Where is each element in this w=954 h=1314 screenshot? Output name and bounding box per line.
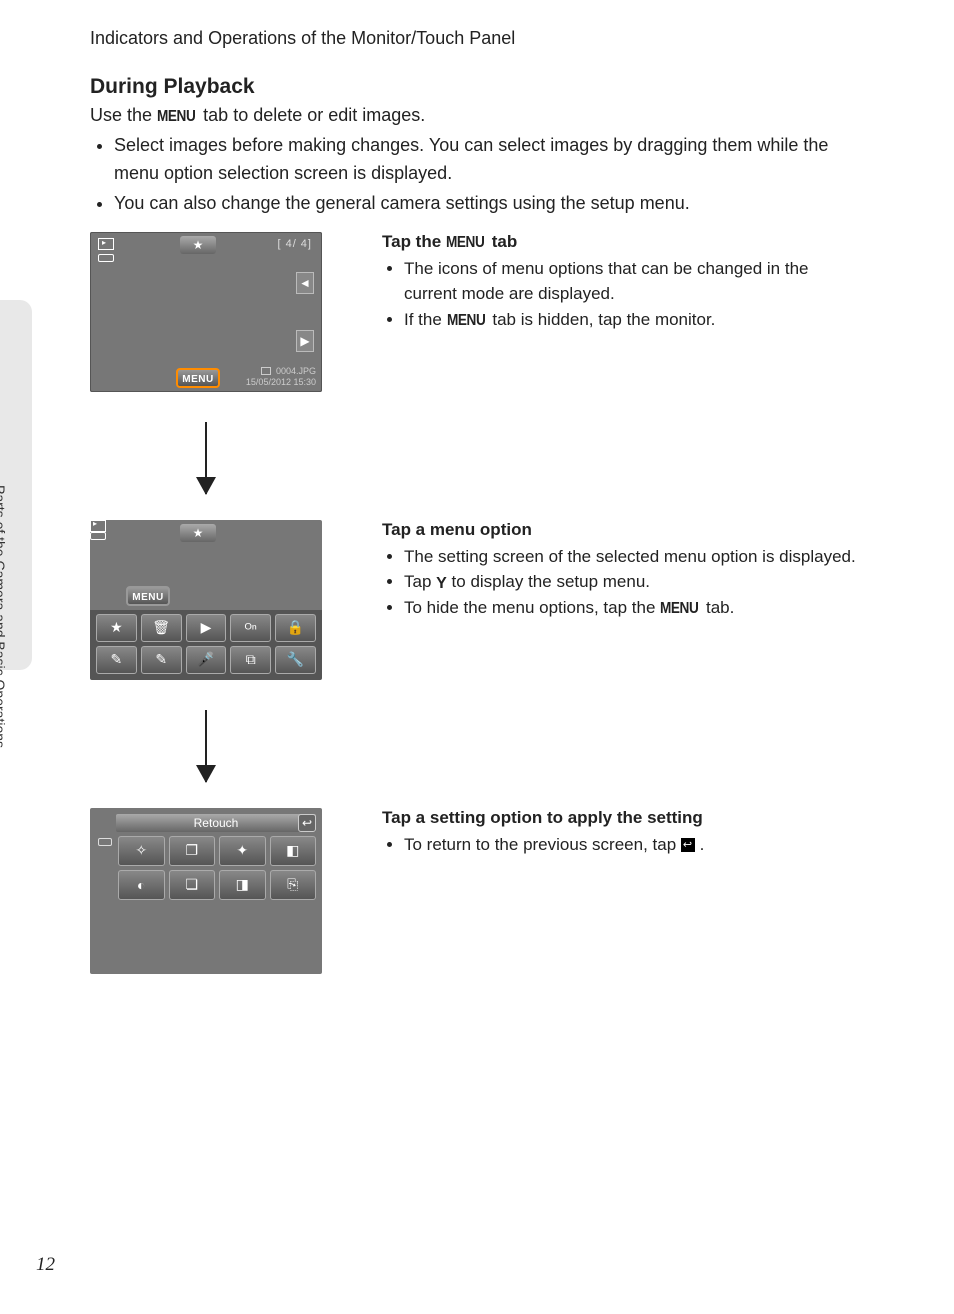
menu-option-copy[interactable]: ⧉ <box>230 646 271 674</box>
list-item: Tap Y to display the setup menu. <box>404 569 864 595</box>
step3-row: Retouch ↩ ✧ ❐ ✦ ◧ ◐ ❏ ◨ ⎘ <box>90 808 864 984</box>
fig1-screen: ★ [ 4/ 4] ◄ ▶ MENU 0004.JPG 15/05/2012 1… <box>90 232 322 392</box>
star-tab[interactable]: ★ <box>180 524 216 542</box>
menu-tab-button[interactable]: MENU <box>126 586 170 606</box>
list-item: Select images before making changes. You… <box>114 132 864 188</box>
arrow-down-icon <box>205 422 207 494</box>
pic-icon <box>261 367 271 375</box>
step3-bullets: To return to the previous screen, tap . <box>382 832 864 858</box>
nav-left-button[interactable]: ◄ <box>296 272 314 294</box>
list-item: The setting screen of the selected menu … <box>404 544 864 570</box>
retouch-option[interactable]: ✦ <box>219 836 266 866</box>
b-after: tab is hidden, tap the monitor. <box>492 310 715 329</box>
step1-bullets: The icons of menu options that can be ch… <box>382 256 864 333</box>
fig2-menu-grid: ★ 🗑 ▶ ᴼⁿ 🔒 ✎ ✎ 🎤 ⧉ 🔧 <box>90 610 322 680</box>
star-tab[interactable]: ★ <box>180 236 216 254</box>
nav-right-button[interactable]: ▶ <box>296 330 314 352</box>
file-name: 0004.JPG <box>276 366 316 376</box>
list-item: To return to the previous screen, tap . <box>404 832 864 858</box>
h-before: Tap the <box>382 232 446 251</box>
intro-line: Use the MENU tab to delete or edit image… <box>90 105 864 126</box>
main-bullets: Select images before making changes. You… <box>90 132 864 218</box>
retouch-option[interactable]: ◨ <box>219 870 266 900</box>
menu-word-icon: MENU <box>447 309 485 333</box>
back-button[interactable]: ↩ <box>298 814 316 832</box>
card-icon <box>98 838 112 846</box>
b-after: . <box>700 835 705 854</box>
menu-option-paint[interactable]: ✎ <box>96 646 137 674</box>
b-before: To return to the previous screen, tap <box>404 835 681 854</box>
card-icon <box>90 532 106 540</box>
retouch-option[interactable]: ◐ <box>118 870 165 900</box>
menu-option-print[interactable]: 🔒 <box>275 614 316 642</box>
b-before: If the <box>404 310 447 329</box>
step1-heading: Tap the MENU tab <box>382 232 864 252</box>
menu-option-protect[interactable]: ᴼⁿ <box>230 614 271 642</box>
arrow-down-icon <box>205 710 207 782</box>
menu-word-icon: MENU <box>660 597 698 621</box>
step2-heading: Tap a menu option <box>382 520 864 540</box>
step2-row: ★ MENU ★ 🗑 ▶ ᴼⁿ 🔒 ✎ ✎ 🎤 ⧉ <box>90 520 864 808</box>
step3-heading: Tap a setting option to apply the settin… <box>382 808 864 828</box>
retouch-option[interactable]: ❏ <box>169 870 216 900</box>
page: Indicators and Operations of the Monitor… <box>0 0 954 1044</box>
file-meta: 0004.JPG 15/05/2012 15:30 <box>246 366 316 388</box>
file-date: 15/05/2012 15:30 <box>246 377 316 387</box>
page-number: 12 <box>36 1254 55 1276</box>
b-after: tab. <box>706 598 734 617</box>
step2-bullets: The setting screen of the selected menu … <box>382 544 864 622</box>
b-before: To hide the menu options, tap the <box>404 598 660 617</box>
menu-option-delete[interactable]: 🗑 <box>141 614 182 642</box>
fig3-header: Retouch <box>116 814 316 832</box>
running-head: Indicators and Operations of the Monitor… <box>90 28 864 49</box>
intro-after: tab to delete or edit images. <box>203 105 425 125</box>
b-after: to display the setup menu. <box>452 572 650 591</box>
playback-icon <box>98 238 114 250</box>
list-item: You can also change the general camera s… <box>114 190 864 218</box>
menu-word-icon: MENU <box>157 108 195 126</box>
menu-word-icon: MENU <box>446 234 484 252</box>
menu-tab-button[interactable]: MENU <box>176 368 220 388</box>
menu-option-favorite[interactable]: ★ <box>96 614 137 642</box>
list-item: If the MENU tab is hidden, tap the monit… <box>404 307 864 333</box>
frame-count: [ 4/ 4] <box>277 238 312 250</box>
step1-row: ★ [ 4/ 4] ◄ ▶ MENU 0004.JPG 15/05/2012 1… <box>90 232 864 520</box>
wrench-icon: Y <box>436 572 447 596</box>
retouch-option[interactable]: ❐ <box>169 836 216 866</box>
section-title: During Playback <box>90 75 864 99</box>
fig3-grid: ✧ ❐ ✦ ◧ ◐ ❏ ◨ ⎘ <box>118 836 316 900</box>
menu-option-slideshow[interactable]: ▶ <box>186 614 227 642</box>
intro-before: Use the <box>90 105 157 125</box>
menu-option-setup[interactable]: 🔧 <box>275 646 316 674</box>
card-icon <box>98 254 114 262</box>
list-item: To hide the menu options, tap the MENU t… <box>404 595 864 621</box>
retouch-option[interactable]: ⎘ <box>270 870 317 900</box>
retouch-option[interactable]: ◧ <box>270 836 317 866</box>
b-before: Tap <box>404 572 436 591</box>
menu-option-voice[interactable]: 🎤 <box>186 646 227 674</box>
fig2-screen: ★ MENU ★ 🗑 ▶ ᴼⁿ 🔒 ✎ ✎ 🎤 ⧉ <box>90 520 322 680</box>
playback-icon <box>90 520 106 532</box>
list-item: The icons of menu options that can be ch… <box>404 256 864 307</box>
fig3-screen: Retouch ↩ ✧ ❐ ✦ ◧ ◐ ❏ ◨ ⎘ <box>90 808 322 974</box>
menu-option-retouch[interactable]: ✎ <box>141 646 182 674</box>
back-icon <box>681 838 695 852</box>
retouch-option[interactable]: ✧ <box>118 836 165 866</box>
h-after: tab <box>492 232 518 251</box>
